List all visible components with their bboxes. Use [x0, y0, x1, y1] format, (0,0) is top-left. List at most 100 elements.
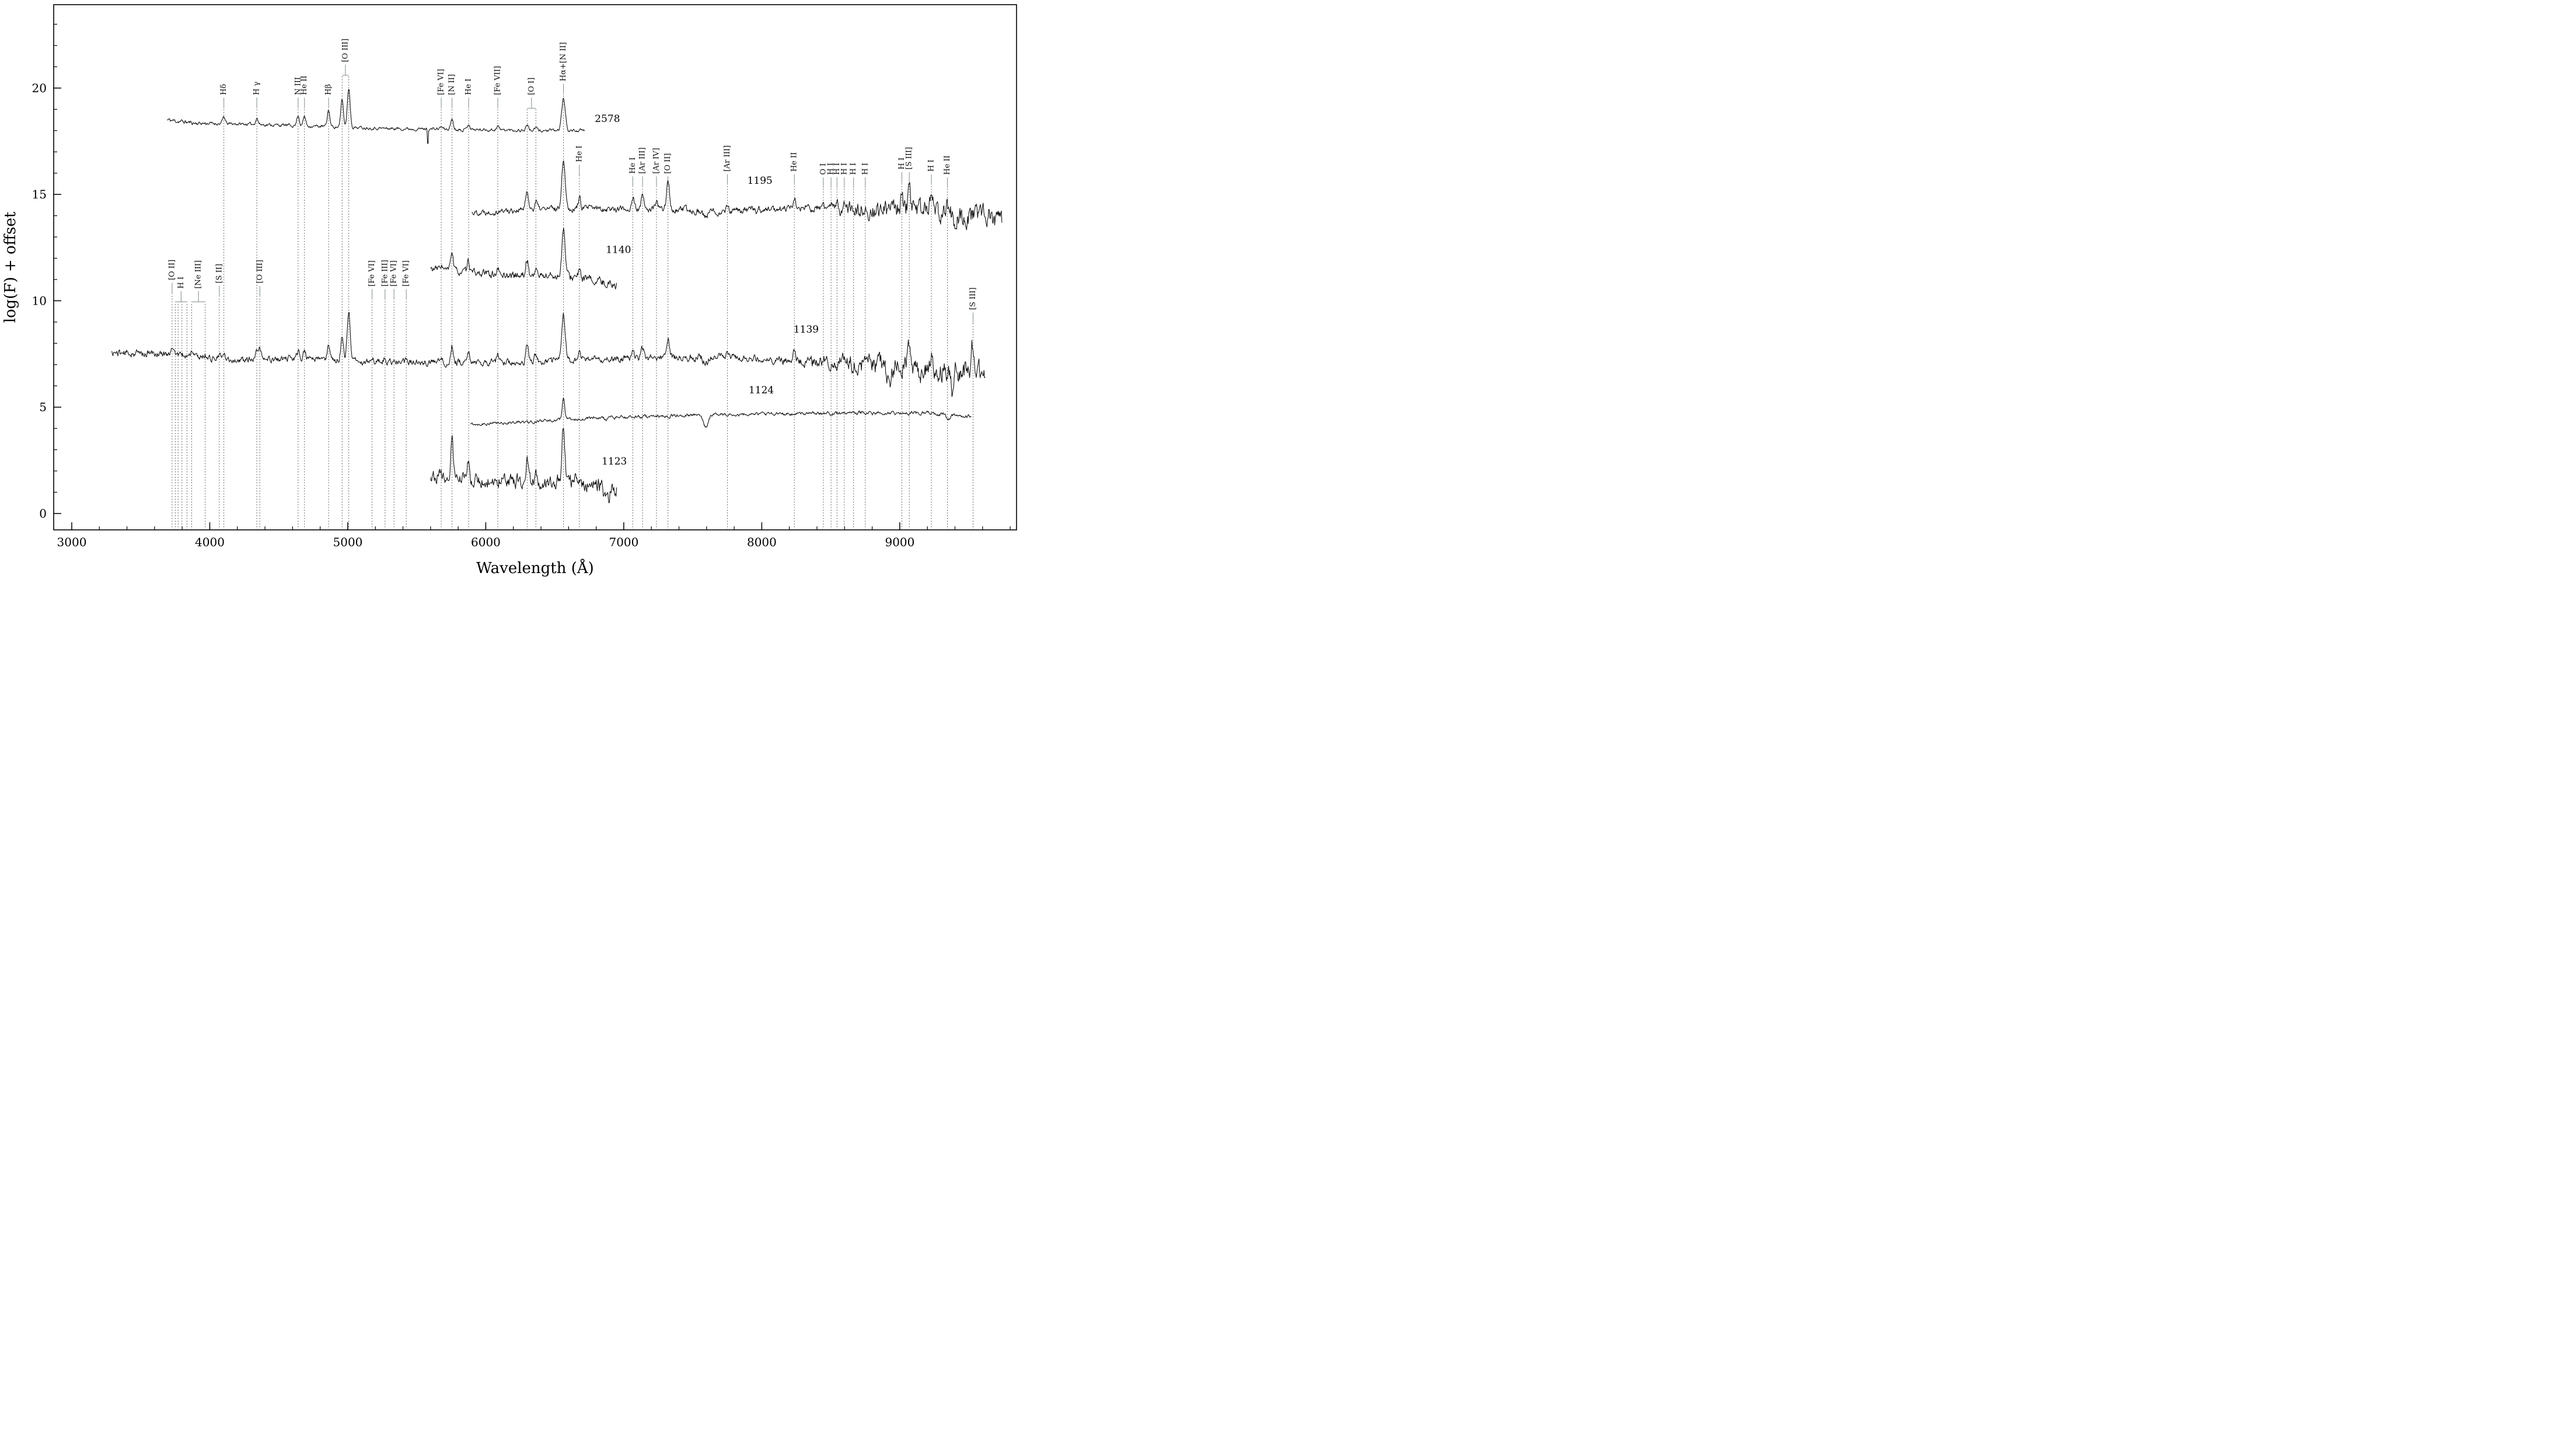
annotation-label: O I [819, 163, 827, 175]
spectral-line-annotation: H I [849, 163, 858, 530]
annotation-label: [S II] [215, 264, 223, 283]
annotation-label: He I [465, 79, 473, 95]
spectral-line-annotation: H I [840, 163, 848, 530]
annotation-label: H I [927, 160, 936, 172]
annotation-label: [Fe III] [380, 260, 389, 287]
y-tick-label: 20 [32, 81, 47, 95]
spectral-line-annotation: [Fe VI] [402, 260, 411, 530]
spectrum-curve [472, 160, 1003, 231]
annotation-label: [Ar III] [638, 147, 647, 173]
annotation-label: N III [294, 77, 302, 95]
plot-border [53, 4, 1017, 530]
spectrum-curve [111, 312, 986, 397]
spectrum-curve [167, 89, 585, 144]
spectrum-1140: 1140 [430, 228, 631, 289]
spectrum-1195: 1195 [472, 160, 1003, 231]
spectral-line-annotation: [Ar III] [638, 147, 647, 530]
annotation-label: Hδ [219, 84, 228, 95]
annotation-label: H I [833, 163, 841, 175]
x-tick-label: 5000 [333, 535, 363, 549]
spectrum-1139: 1139 [111, 312, 986, 397]
annotation-label: [Ne III] [194, 260, 203, 289]
spectral-line-annotation: [Ne III] [191, 260, 206, 530]
spectrum-curve [430, 428, 617, 504]
spectrum-label: 1195 [748, 175, 773, 187]
spectrum-1124: 1124 [470, 385, 972, 428]
annotation-label: H I [177, 277, 186, 289]
x-tick-label: 9000 [885, 535, 914, 549]
y-tick-label: 15 [32, 187, 47, 201]
y-axis-label: log(F) + offset [2, 211, 19, 323]
y-tick-label: 5 [39, 400, 47, 414]
annotation-label: [O III] [256, 260, 264, 283]
spectral-line-annotation: Hδ [219, 84, 228, 530]
spectral-line-annotation: [Ar IV] [652, 148, 661, 530]
spectral-line-annotation: [N II] [448, 74, 456, 530]
spectral-line-annotation: He II [943, 155, 952, 530]
spectral-line-annotation: [Fe VII] [494, 66, 502, 530]
spectral-line-annotation: Hβ [324, 84, 333, 530]
annotation-label: H I [861, 163, 869, 175]
annotation-label: [S III] [905, 147, 914, 170]
annotation-label: H I [840, 163, 848, 175]
spectrum-label: 1139 [794, 324, 819, 336]
annotation-label: He II [790, 152, 799, 172]
spectral-line-annotation: He I [465, 79, 473, 530]
spectral-line-annotation: [O III] [341, 39, 350, 530]
annotation-label: H I [897, 158, 906, 170]
spectra-chart: 3000 4000 5000 6000 7000 8000 9000 0 5 10 15 20 Wave… [0, 0, 1021, 582]
spectral-line-annotation: H I [897, 158, 906, 530]
spectral-line-annotation: He II [300, 75, 309, 530]
x-tick-label: 7000 [609, 535, 638, 549]
spectrum-label: 2578 [595, 113, 620, 125]
annotation-label: Hβ [324, 84, 333, 95]
spectral-line-annotation: H I [927, 160, 936, 530]
spectrum-label: 1124 [749, 385, 774, 396]
spectrum-2578: 2578 [167, 89, 620, 144]
annotation-label: H I [849, 163, 858, 175]
annotation-label: He I [628, 157, 637, 173]
annotation-label: [N II] [448, 74, 456, 95]
x-axis-label: Wavelength (Å) [476, 558, 594, 577]
axis-ticks: 3000 4000 5000 6000 7000 8000 9000 0 5 10 15 20 [32, 23, 1011, 549]
x-tick-label: 4000 [195, 535, 225, 549]
spectral-line-annotation: [Fe III] [380, 260, 389, 530]
spectral-line-annotation: He II [790, 152, 799, 530]
annotation-label: He II [943, 155, 952, 174]
y-tick-label: 0 [39, 507, 47, 521]
spectral-line-annotation: He I [575, 145, 584, 530]
spectral-line-annotation: H γ [253, 81, 261, 530]
spectrum-curve [470, 397, 972, 428]
spectral-line-annotation: [Ar III] [723, 145, 732, 530]
spectral-line-annotation: [S III] [905, 147, 914, 530]
spectral-line-annotation: [S II] [215, 264, 223, 530]
spectral-line-annotation: [O II] [167, 260, 176, 530]
annotation-label: [Fe VI] [402, 260, 411, 287]
annotation-label: [Fe VII] [494, 66, 502, 95]
spectrum-1123: 1123 [430, 428, 627, 504]
spectral-line-annotation: [O III] [256, 260, 264, 530]
spectral-line-annotation: H I [827, 163, 836, 530]
annotation-label: H γ [253, 81, 261, 95]
spectral-line-annotation: H I [833, 163, 841, 530]
spectral-line-annotation: [S III] [969, 287, 977, 530]
annotation-label: [Ar IV] [652, 148, 661, 173]
line-annotations: [O II]H I [Ne III] [S II] [O III] [Fe VI] [Fe… [167, 39, 977, 530]
annotation-label: [O II] [167, 260, 176, 280]
spectra-figure: 3000 4000 5000 6000 7000 8000 9000 0 5 10 15 20 Wave… [0, 0, 1021, 582]
annotation-label: He I [575, 145, 584, 162]
spectral-line-annotation: Hα+[N II] [559, 42, 568, 530]
x-tick-label: 6000 [471, 535, 501, 549]
spectral-line-annotation: [Fe VI] [368, 260, 376, 530]
spectral-line-annotation: [O I] [526, 78, 536, 530]
spectrum-label: 1123 [602, 456, 627, 467]
y-tick-label: 10 [32, 294, 47, 308]
annotation-label: [Fe VI] [437, 69, 446, 95]
annotation-label: [O III] [341, 39, 350, 62]
annotation-label: [Ar III] [723, 145, 732, 172]
annotation-label: He II [300, 75, 309, 95]
annotation-label: [Fe VI] [368, 260, 376, 287]
x-tick-label: 3000 [57, 535, 87, 549]
spectral-line-annotation: He I [628, 157, 637, 530]
annotation-label: [S III] [969, 287, 977, 310]
